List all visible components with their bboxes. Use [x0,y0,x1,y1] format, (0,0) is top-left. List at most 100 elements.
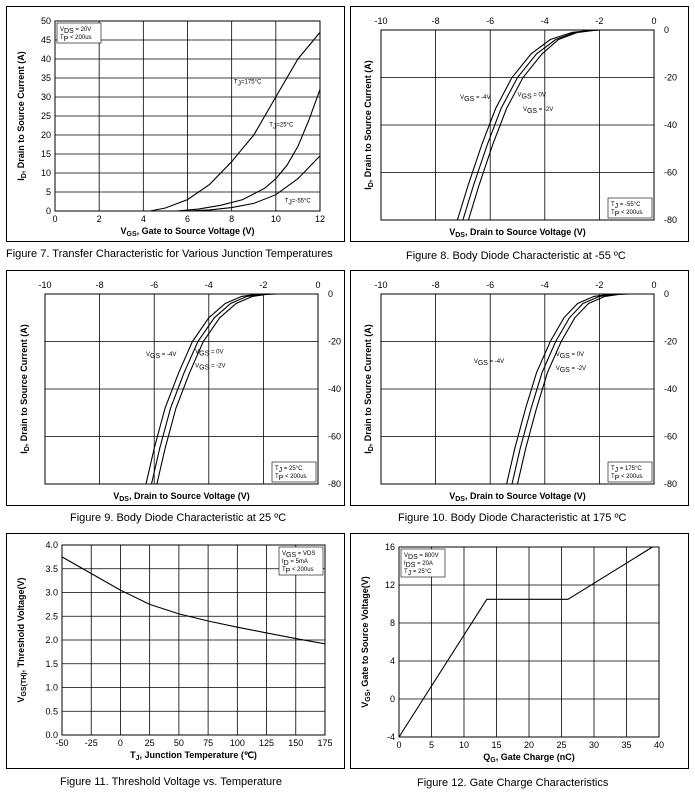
fig7-series-label-2: TJ=-55°C [285,198,312,206]
fig8-xtick-label-5: 0 [651,16,656,26]
fig7-ytick-label-6: 30 [41,92,51,102]
fig12-series-0 [398,546,653,738]
fig11-panel: -50 -25 0 25 50 75 100 125 150 175 0.0 0.5 1.0 1.5 2.0… [6,533,345,769]
fig11-ytick-label-4: 2.0 [45,635,58,645]
fig9-ytick-label-3: -60 [328,432,341,442]
fig10-xlabel: VDS, Drain to Source Voltage (V) [449,491,586,503]
fig11-ytick-label-2: 1.0 [45,683,58,693]
fig11-plot: -50 -25 0 25 50 75 100 125 150 175 0.0 0.5 1.0 1.5 2.0… [16,540,333,762]
fig11-ytick-label-6: 3.0 [45,588,58,598]
fig11-ytick-label-7: 3.5 [45,564,58,574]
fig7-ytick-label-3: 15 [41,149,51,159]
fig9-ytick-label-4: -80 [328,479,341,489]
fig8-ytick-label-2: -40 [664,120,677,130]
fig12-legend-line-1: IDS = 20A [404,561,433,569]
fig9-plot-frame [44,293,319,485]
fig8-legend-box [607,197,653,219]
fig11-legend-line-2: TP < 200us [282,567,314,575]
fig7-ytick-label-4: 20 [41,130,51,140]
fig11-xtick-label-2: 0 [118,738,123,748]
fig10-legend-line-1: TP < 200us [611,474,643,482]
fig11-xtick-label-7: 125 [259,738,274,748]
fig10-ytick-label-2: -40 [664,384,677,394]
fig11-plot-frame [61,544,326,736]
fig8-series-label-1: VGS = 0V [518,93,546,101]
fig7-xtick-label-2: 4 [141,214,146,224]
fig11-xtick-label-4: 50 [174,738,184,748]
fig11-ytick-label-3: 1.5 [45,659,58,669]
fig10-ylabel: ID, Drain to Source Current (A) [363,324,375,454]
fig7-panel: 0 2 4 6 8 10 12 0 5 10 15 20 25 30 35 40 45 50 VGS, Gate t… [6,6,345,242]
fig12-ytick-label-5: 16 [385,542,395,552]
fig11-ytick-label-1: 0.5 [45,706,58,716]
fig10-ytick-label-1: -20 [664,337,677,347]
fig12-legend-box [400,548,446,578]
fig8-xlabel: VDS, Drain to Source Voltage (V) [449,227,586,239]
fig10-series-label-0: VGS = -4V [474,359,504,367]
fig8-series-2 [467,29,600,221]
fig9-legend-line-1: TP < 200us [275,474,307,482]
fig9-series-label-2: VGS = -2V [195,364,225,372]
fig12-ytick-label-1: 0 [390,694,395,704]
fig7-xtick-label-3: 6 [185,214,190,224]
fig7-xtick-label-5: 10 [271,214,281,224]
fig11-xtick-label-3: 25 [145,738,155,748]
fig8-xtick-label-0: -10 [374,16,387,26]
fig8-ytick-label-3: -60 [664,168,677,178]
fig10-series-label-1: VGS = 0V [556,352,584,360]
fig10-legend-box [607,461,653,483]
fig12-panel: 0 5 10 15 20 25 30 35 40 -4 0 4 8 12 16 QG, Gate Charge… [350,533,689,769]
fig12-ytick-label-0: -4 [387,732,395,742]
fig8-series-label-2: VGS = -2V [523,107,553,115]
fig11-xtick-label-1: -25 [85,738,98,748]
fig9-xtick-label-5: 0 [315,280,320,290]
fig10-panel: -10 -8 -6 -4 -2 0 0 -20 -40 -60 -80 VDS, Drain to S… [350,270,689,506]
fig7-plot: 0 2 4 6 8 10 12 0 5 10 15 20 25 30 35 40 45 50 VGS, Gate t… [16,16,325,238]
fig8-panel: -10 -8 -6 -4 -2 0 0 -20 -40 -60 -80 VDS, Drain to S… [350,6,689,242]
fig9-ylabel: ID, Drain to Source Current (A) [19,324,31,454]
fig9-series-label-1: VGS = 0V [195,349,223,357]
fig12-xtick-label-6: 30 [589,740,599,750]
fig8-xtick-label-2: -6 [486,16,494,26]
fig8-ytick-label-4: -80 [664,215,677,225]
fig11-caption: Figure 11. Threshold Voltage vs. Tempera… [60,776,282,788]
fig10-legend-line-0: TJ = 175°C [611,466,642,474]
fig10-xtick-label-4: -2 [595,280,603,290]
fig7-ylabel: ID, Drain to Source Current (A) [16,51,28,181]
fig11-ytick-label-8: 4.0 [45,540,58,550]
fig12-caption: Figure 12. Gate Charge Characteristics [417,777,609,789]
fig9-xtick-label-4: -2 [259,280,267,290]
fig9-ytick-label-0: 0 [328,289,333,299]
fig7-series-label-0: TJ=175°C [234,80,262,88]
fig7-ytick-label-8: 40 [41,54,51,64]
fig8-series-label-0: VGS = -4V [460,95,490,103]
fig7-ytick-label-10: 50 [41,16,51,26]
fig9-xtick-label-1: -8 [96,280,104,290]
fig10-series-2 [516,293,630,485]
fig8-legend-line-1: TP < 200us [611,210,643,218]
fig11-ytick-label-5: 2.5 [45,611,58,621]
fig9-caption: Figure 9. Body Diode Characteristic at 2… [70,512,287,524]
fig9-series-label-0: VGS = -4V [146,352,176,360]
fig12-plot-frame [398,546,660,738]
fig11-ylabel: VGS(TH), Threshold Voltage(V) [16,578,28,703]
fig10-series-0 [506,293,622,485]
fig12-xtick-label-5: 25 [556,740,566,750]
fig10-xtick-label-5: 0 [651,280,656,290]
fig10-series-label-2: VGS = -2V [556,366,586,374]
fig9-legend-box [271,461,317,483]
fig12-ylabel: VGS, Gate to Source Voltage(V) [360,576,372,708]
fig9-xtick-label-2: -6 [150,280,158,290]
fig10-ytick-label-4: -80 [664,479,677,489]
fig9-legend-line-0: TJ = 25°C [275,466,303,474]
fig12-legend-line-2: TJ = 25°C [404,569,432,577]
fig7-ytick-label-1: 5 [46,187,51,197]
fig9-ytick-label-2: -40 [328,384,341,394]
fig11-xtick-label-0: -50 [55,738,68,748]
fig11-xtick-label-8: 150 [288,738,303,748]
